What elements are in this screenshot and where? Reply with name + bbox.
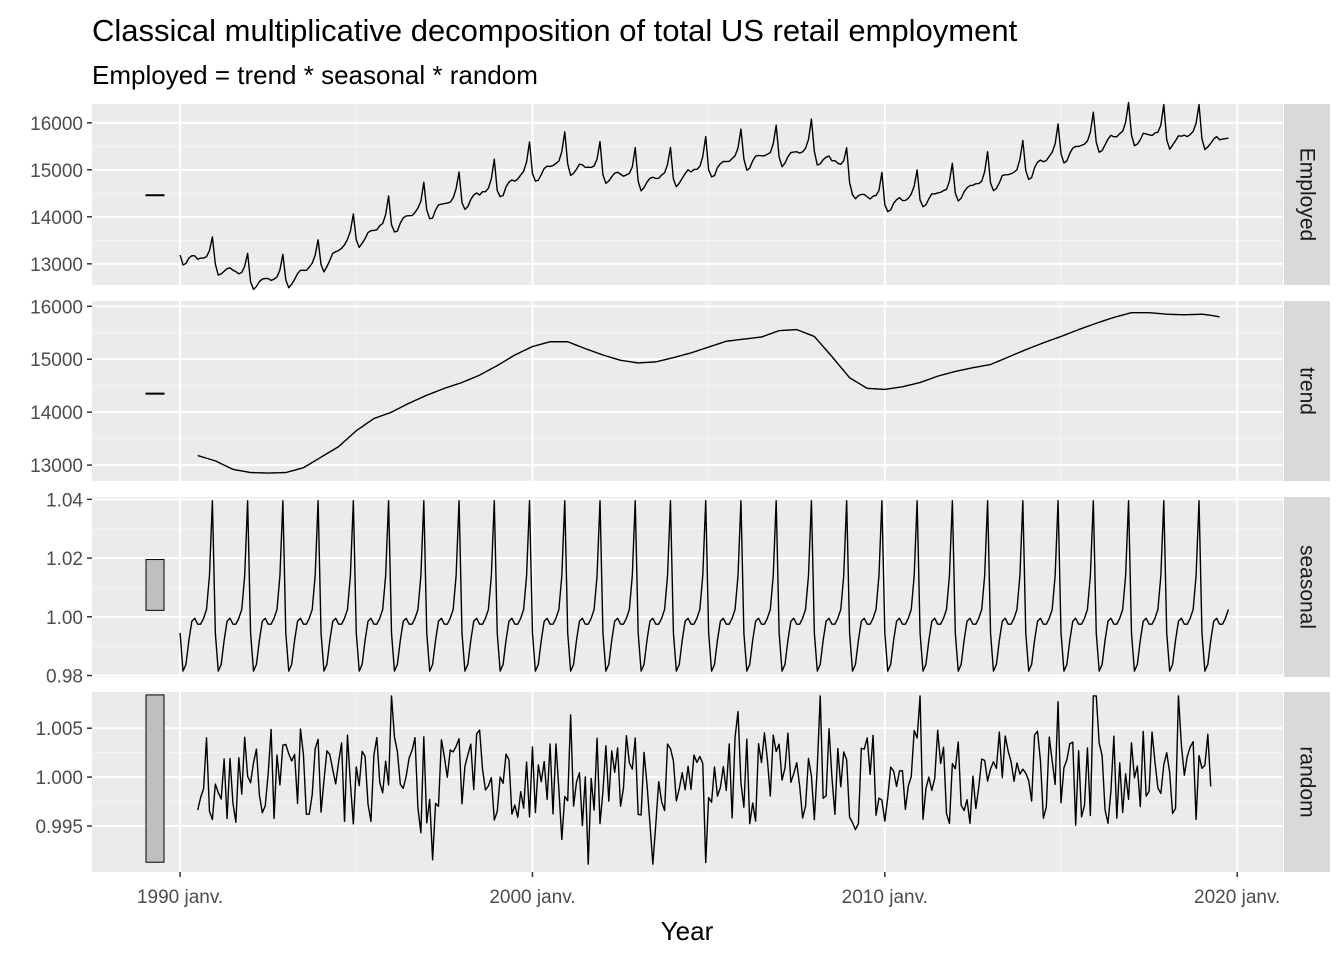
facet-strip-label: random <box>1296 746 1319 817</box>
y-tick-label: 1.02 <box>46 549 83 570</box>
chart-title: Classical multiplicative decomposition o… <box>92 13 1018 48</box>
scale-bar <box>145 694 165 863</box>
panel-random: 0.995 1.000 1.005 random <box>35 692 1330 872</box>
y-tick-label: 1.00 <box>46 608 83 629</box>
facet-strip-label: seasonal <box>1296 545 1319 629</box>
y-tick-label: 16000 <box>30 297 83 318</box>
y-tick-label: 0.995 <box>35 817 83 838</box>
x-tick-label: 1990 janv. <box>137 887 223 908</box>
y-tick-label: 15000 <box>30 350 83 371</box>
y-tick-label: 15000 <box>30 161 83 182</box>
x-tick-label: 2010 janv. <box>842 887 928 908</box>
series-line-random <box>197 695 1212 865</box>
series-line-seasonal <box>179 500 1230 672</box>
panel-background <box>92 692 1283 872</box>
facet-strip <box>1284 104 1330 285</box>
panel-trend: 13000 14000 15000 16000 trend <box>30 297 1330 481</box>
y-tick-label: 14000 <box>30 403 83 424</box>
series-line-employed <box>179 101 1229 291</box>
panel-background <box>92 301 1283 481</box>
panel-seasonal: 0.98 1.00 1.02 1.04 seasonal <box>46 490 1330 688</box>
y-tick-label: 1.005 <box>35 719 83 740</box>
y-tick-label: 14000 <box>30 208 83 229</box>
x-tick-label: 2020 janv. <box>1194 887 1280 908</box>
y-tick-label: 13000 <box>30 255 83 276</box>
facet-strip <box>1284 692 1330 872</box>
scale-bar <box>145 559 165 611</box>
y-tick-label: 13000 <box>30 456 83 477</box>
y-tick-label: 1.04 <box>46 490 83 511</box>
panel-background <box>92 104 1283 285</box>
y-tick-label: 16000 <box>30 114 83 135</box>
y-tick-label: 1.000 <box>35 768 83 789</box>
chart-subtitle: Employed = trend * seasonal * random <box>92 60 538 90</box>
scale-bar <box>145 392 165 395</box>
panels-group: 13000 14000 15000 16000 Employed 13000 14000 15… <box>30 101 1330 872</box>
facet-strip <box>1284 497 1330 677</box>
x-tick-label: 2000 janv. <box>489 887 575 908</box>
series-line-trend <box>197 311 1220 474</box>
x-axis-title: Year <box>661 916 714 946</box>
y-tick-label: 0.98 <box>46 667 83 688</box>
scale-bar <box>145 194 165 197</box>
facet-strip <box>1284 301 1330 481</box>
panel-employed: 13000 14000 15000 16000 Employed <box>30 101 1330 291</box>
facet-strip-label: Employed <box>1296 148 1319 241</box>
x-axis: 1990 janv. 2000 janv. 2010 janv. 2020 janv. <box>137 872 1280 908</box>
facet-strip-label: trend <box>1296 367 1319 415</box>
